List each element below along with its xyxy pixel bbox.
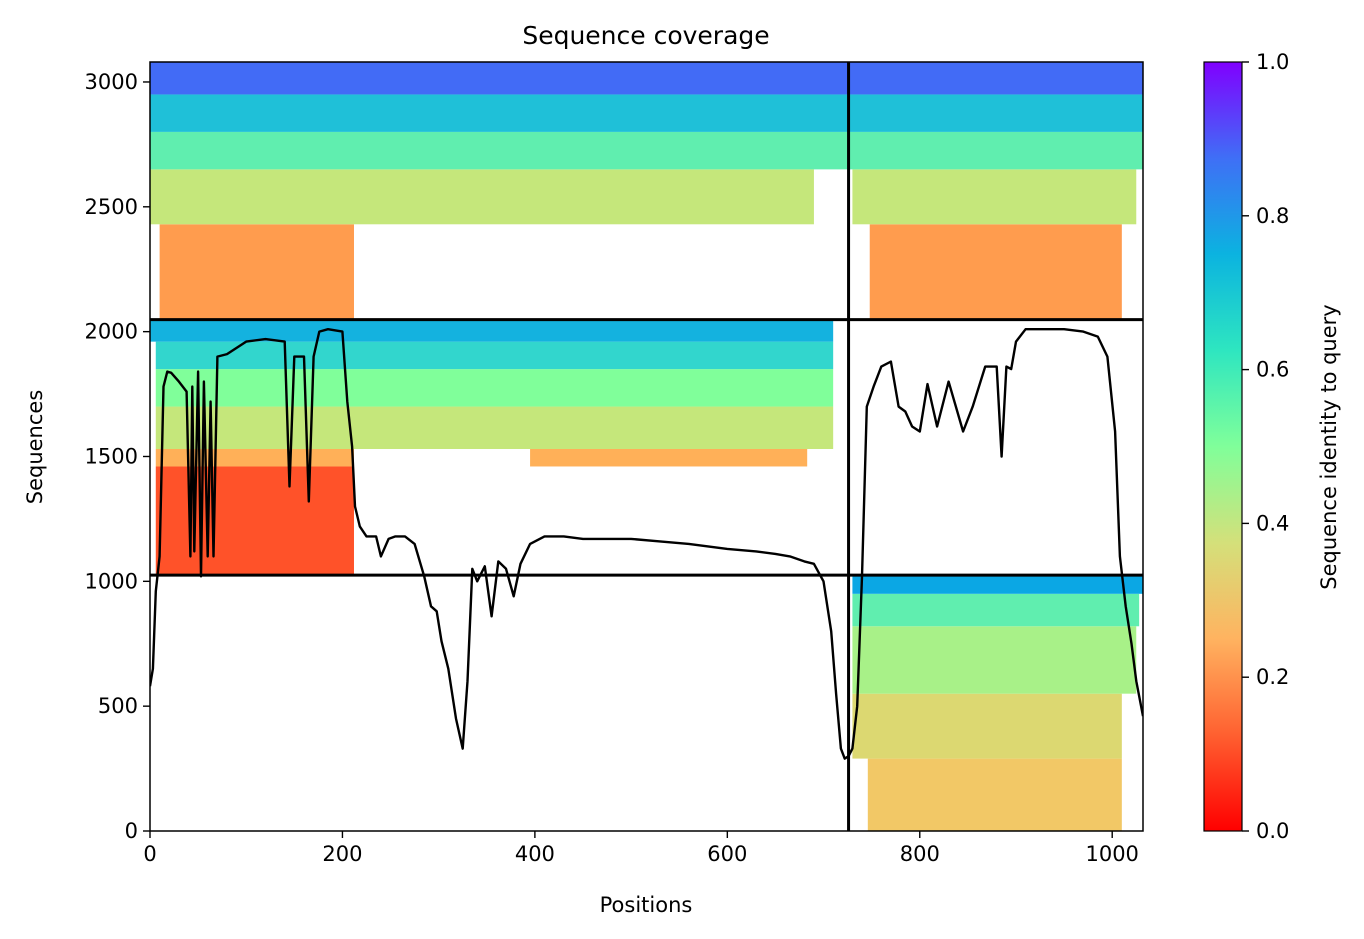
coverage-band [150, 94, 1143, 132]
y-tick-label: 1000 [85, 569, 138, 593]
coverage-band [867, 758, 1122, 831]
colorbar-label: Sequence identity to query [1317, 304, 1341, 589]
colorbar: 0.0 0.2 0.4 0.6 0.8 1.0 Sequence identity to … [1203, 50, 1341, 843]
colorbar-ticks: 0.0 0.2 0.4 0.6 0.8 1.0 [1242, 50, 1289, 843]
coverage-band [869, 224, 1122, 320]
coverage-band [852, 693, 1122, 759]
coverage-line-path [150, 328, 1143, 760]
block-boundaries [150, 62, 1143, 831]
coverage-band [530, 448, 808, 467]
coverage-band [852, 169, 1137, 225]
x-tick-label: 600 [707, 842, 747, 866]
x-tick-label: 800 [900, 842, 940, 866]
x-tick-label: 0 [143, 842, 156, 866]
coverage-band [852, 626, 1137, 694]
colorbar-tick-label: 1.0 [1256, 50, 1289, 74]
y-tick-label: 3000 [85, 70, 138, 94]
coverage-band [852, 575, 1143, 594]
coverage-band [150, 131, 849, 170]
chart-title: Sequence coverage [522, 21, 769, 50]
y-tick-label: 0 [125, 819, 138, 843]
colorbar-tick-label: 0.2 [1256, 665, 1289, 689]
coverage-band [155, 341, 834, 370]
x-axis-ticks: 0 200 400 600 800 1000 [143, 831, 1139, 866]
colorbar-tick-label: 0.4 [1256, 511, 1289, 535]
y-axis-title: Sequences [23, 390, 47, 505]
colorbar-tick-label: 0.8 [1256, 204, 1289, 228]
y-tick-label: 500 [98, 694, 138, 718]
x-tick-label: 400 [515, 842, 555, 866]
y-tick-label: 2000 [85, 320, 138, 344]
y-tick-label: 1500 [85, 444, 138, 468]
coverage-band [155, 466, 354, 576]
y-tick-label: 2500 [85, 195, 138, 219]
coverage-band [150, 169, 814, 225]
plot-frame [149, 61, 1144, 832]
coverage-band [852, 593, 1140, 627]
coverage-band [848, 131, 1143, 170]
coverage-band [150, 319, 834, 342]
coverage-heatmap [150, 62, 1143, 831]
y-axis-ticks: 0 500 1000 1500 2000 2500 3000 [85, 70, 150, 843]
coverage-band [155, 369, 834, 407]
coverage-band [155, 406, 834, 449]
x-tick-label: 1000 [1085, 842, 1138, 866]
colorbar-tick-label: 0.0 [1256, 819, 1289, 843]
coverage-band [155, 448, 354, 467]
coverage-band [150, 62, 1143, 95]
colorbar-tick-label: 0.6 [1256, 358, 1289, 382]
x-tick-label: 200 [322, 842, 362, 866]
coverage-line [150, 328, 1143, 760]
x-axis-title: Positions [600, 893, 693, 917]
coverage-band [159, 224, 354, 320]
colorbar-gradient [1203, 61, 1243, 832]
